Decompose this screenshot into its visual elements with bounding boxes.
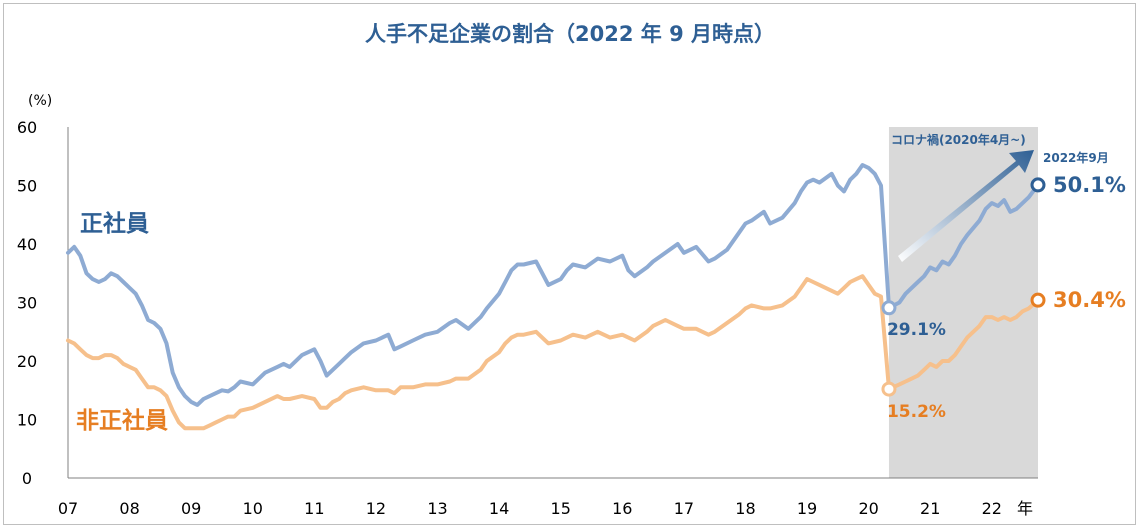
annotation-value: 29.1% [887, 320, 946, 340]
x-tick-label: 16 [612, 499, 632, 518]
x-tick-label: 12 [366, 499, 386, 518]
y-tick-label: 60 [17, 118, 37, 137]
y-tick-label: 50 [17, 177, 37, 196]
series-label-0: 正社員 [80, 210, 149, 237]
x-tick-label: 15 [551, 499, 571, 518]
x-tick-label: 17 [674, 499, 694, 518]
series-label-1: 非正社員 [76, 407, 168, 434]
annotation-marker [881, 381, 897, 397]
x-tick-label: 11 [304, 499, 324, 518]
chart-frame [3, 3, 1136, 525]
annotation-value: 30.4% [1053, 288, 1126, 312]
covid-region-label: コロナ禍(2020年4月~) [891, 132, 1026, 147]
x-tick-label: 14 [489, 499, 509, 518]
y-tick-label: 30 [17, 294, 37, 313]
arrow-shape [898, 150, 1034, 262]
annotation-value: 50.1% [1053, 173, 1126, 197]
annotation-value: 15.2% [887, 402, 946, 422]
x-tick-label: 08 [119, 499, 139, 518]
annotation-marker [1030, 177, 1046, 193]
series-line-1 [66, 274, 1040, 431]
y-tick-label: 20 [17, 352, 37, 371]
x-tick-label: 07 [58, 499, 78, 518]
chart-title: 人手不足企業の割合（2022 年 9 月時点） [365, 22, 775, 46]
x-tick-label: 09 [181, 499, 201, 518]
x-tick-label: 22 [982, 499, 1002, 518]
x-tick-label: 19 [797, 499, 817, 518]
x-tick-label: 13 [427, 499, 447, 518]
x-tick-label: 18 [735, 499, 755, 518]
y-tick-label: 40 [17, 235, 37, 254]
covid-shaded-region [888, 127, 1038, 478]
arrow-label: 2022年9月 [1043, 150, 1109, 165]
x-tick-label: 10 [243, 499, 263, 518]
y-tick-label: 10 [17, 411, 37, 430]
annotation-marker [1030, 292, 1046, 308]
y-tick-label: 0 [22, 469, 32, 488]
y-axis-unit: (%) [28, 93, 52, 109]
x-axis-unit: 年 [1017, 499, 1033, 518]
series-line-0 [66, 163, 1040, 407]
annotation-marker [881, 300, 897, 316]
x-tick-label: 20 [858, 499, 878, 518]
x-tick-label: 21 [920, 499, 940, 518]
